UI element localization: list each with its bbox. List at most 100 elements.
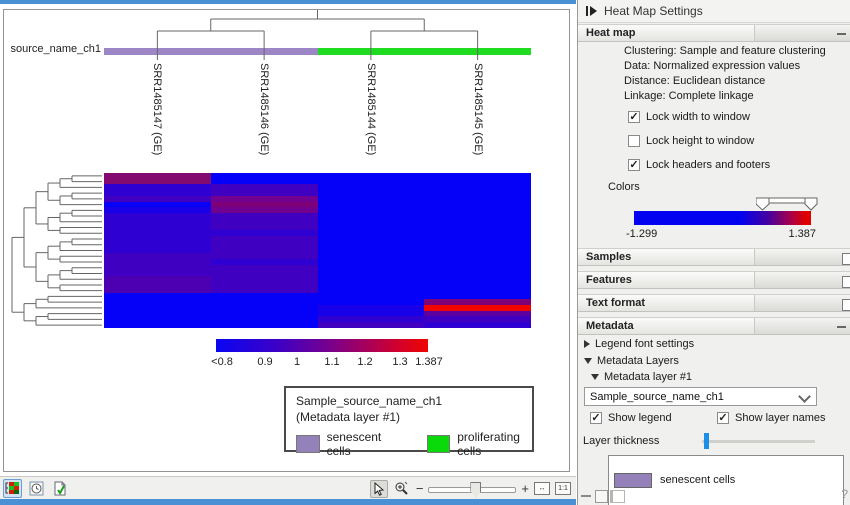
- panel-float-icon[interactable]: [595, 490, 608, 503]
- heatmap-cell: [424, 195, 531, 202]
- element-info-view-button[interactable]: [51, 479, 70, 498]
- heatmap-cell: [104, 190, 211, 196]
- metadata-layers-item[interactable]: Metadata Layers: [584, 355, 679, 367]
- heatmap-cell: [210, 281, 318, 288]
- collapse-section-icon[interactable]: [837, 326, 846, 328]
- metadata-layer-select[interactable]: Sample_source_name_ch1: [584, 387, 817, 406]
- selection-tool-button[interactable]: [369, 479, 388, 498]
- heatmap-cell: [424, 241, 531, 248]
- heatmap-cell: [104, 195, 211, 202]
- lock-height-checkbox[interactable]: [628, 135, 640, 147]
- info-line: Clustering: Sample and feature clusterin…: [624, 45, 826, 57]
- heatmap-cell: [424, 259, 531, 265]
- info-line: Distance: Euclidean distance: [624, 75, 766, 87]
- expander-icon[interactable]: [591, 374, 599, 380]
- show-layer-names-checkbox-row[interactable]: ✓ Show layer names: [717, 412, 826, 424]
- panel-dock-icon[interactable]: [610, 490, 625, 503]
- heatmap-cell: [317, 264, 425, 271]
- heatmap-row: [104, 270, 531, 277]
- metadata-color-bar: [104, 48, 531, 55]
- section-header-heat-map[interactable]: Heat map: [578, 24, 850, 42]
- heatmap-row: [104, 281, 531, 288]
- heatmap-row: [104, 316, 531, 323]
- legend-font-settings-item[interactable]: Legend font settings: [584, 338, 694, 350]
- expand-section-icon[interactable]: [842, 276, 850, 288]
- heatmap-cell: [424, 287, 531, 294]
- heatmap-cell: [210, 190, 318, 196]
- heatmap-cell: [104, 270, 211, 277]
- show-legend-checkbox[interactable]: ✓: [590, 411, 602, 424]
- heatmap-cell: [424, 299, 531, 305]
- info-line: Linkage: Complete linkage: [624, 90, 754, 102]
- zoom-out-button[interactable]: −: [415, 481, 424, 496]
- info-line: Data: Normalized expression values: [624, 60, 801, 72]
- heatmap-view-button[interactable]: [3, 479, 22, 498]
- expander-icon[interactable]: [584, 340, 590, 348]
- heatmap-cell: [210, 276, 318, 282]
- show-layer-names-checkbox[interactable]: ✓: [717, 411, 729, 424]
- layer-thickness-slider-handle[interactable]: [704, 433, 709, 449]
- color-range-gradient[interactable]: [634, 211, 811, 225]
- heatmap-cell: [104, 247, 211, 254]
- collapse-section-icon[interactable]: [837, 33, 846, 35]
- fit-width-button[interactable]: ↔: [534, 482, 550, 495]
- color-range-min: -1.299: [626, 228, 658, 240]
- heatmap-row: [104, 299, 531, 305]
- section-header-text-format[interactable]: Text format: [578, 294, 850, 312]
- help-glyph[interactable]: ?: [841, 487, 848, 501]
- heatmap-cell: [317, 236, 425, 242]
- heatmap-cell: [104, 236, 211, 242]
- metadata-layer-select-value: Sample_source_name_ch1: [590, 390, 724, 403]
- history-view-button[interactable]: [27, 479, 46, 498]
- expander-icon[interactable]: [584, 358, 592, 364]
- heatmap-cell: [424, 281, 531, 288]
- heatmap-cell: [210, 299, 318, 305]
- heatmap-cell: [317, 247, 425, 254]
- lock-width-checkbox-row[interactable]: ✓ Lock width to window: [628, 111, 750, 123]
- heatmap-cell: [210, 224, 318, 231]
- heatmap-row: [104, 264, 531, 271]
- zoom-tool-button[interactable]: [393, 480, 411, 498]
- heatmap-cell: [317, 195, 425, 202]
- heatmap-cell: [210, 247, 318, 254]
- panel-collapse-icon[interactable]: [586, 6, 597, 16]
- metadata-layer-1-item[interactable]: Metadata layer #1: [591, 371, 692, 383]
- zoom-slider-handle[interactable]: [470, 481, 482, 498]
- side-panel: Heat Map Settings Heat map Clustering: S…: [577, 0, 850, 505]
- heatmap-cell: [317, 230, 425, 237]
- side-panel-title-bar[interactable]: Heat Map Settings: [578, 0, 850, 23]
- zoom-slider[interactable]: [428, 481, 517, 498]
- one-to-one-zoom-button[interactable]: 1:1: [555, 482, 571, 495]
- heatmap-cell: [317, 304, 425, 311]
- expand-section-icon[interactable]: [842, 253, 850, 265]
- show-legend-checkbox-row[interactable]: ✓ Show legend: [590, 412, 672, 424]
- zoom-in-button[interactable]: +: [521, 481, 529, 496]
- layer-thickness-slider[interactable]: [702, 440, 815, 443]
- color-range-handles[interactable]: [756, 197, 818, 211]
- heatmap-grid[interactable]: [104, 173, 531, 328]
- layer-legend-list[interactable]: senescent cells: [608, 455, 844, 505]
- lock-width-checkbox[interactable]: ✓: [628, 110, 640, 123]
- heatmap-cell: [317, 310, 425, 317]
- heatmap-cell: [104, 224, 211, 231]
- heatmap-cell: [210, 230, 318, 237]
- heatmap-row: [104, 259, 531, 265]
- heatmap-view-canvas[interactable]: source_name_ch1 SRR1485147 (GE) SRR14851…: [3, 9, 570, 472]
- lock-height-checkbox-row[interactable]: Lock height to window: [628, 135, 754, 147]
- section-header-features[interactable]: Features: [578, 271, 850, 289]
- heatmap-cell: [424, 224, 531, 231]
- metadata-bar-senescent: [104, 48, 318, 55]
- document-check-icon: [54, 481, 66, 496]
- legend-entry-label: senescent cells: [326, 430, 382, 458]
- section-header-metadata[interactable]: Metadata: [578, 317, 850, 335]
- scale-tick: 1.3: [392, 356, 408, 368]
- lock-headers-checkbox-row[interactable]: ✓ Lock headers and footers: [628, 159, 770, 171]
- panel-minimize-icon[interactable]: [581, 495, 591, 497]
- lock-headers-checkbox[interactable]: ✓: [628, 158, 640, 171]
- tree-item-label: Metadata layer #1: [604, 371, 693, 383]
- heatmap-cell: [210, 236, 318, 242]
- heatmap-row: [104, 184, 531, 191]
- section-header-samples[interactable]: Samples: [578, 248, 850, 266]
- heatmap-cell: [104, 173, 211, 179]
- expand-section-icon[interactable]: [842, 299, 850, 311]
